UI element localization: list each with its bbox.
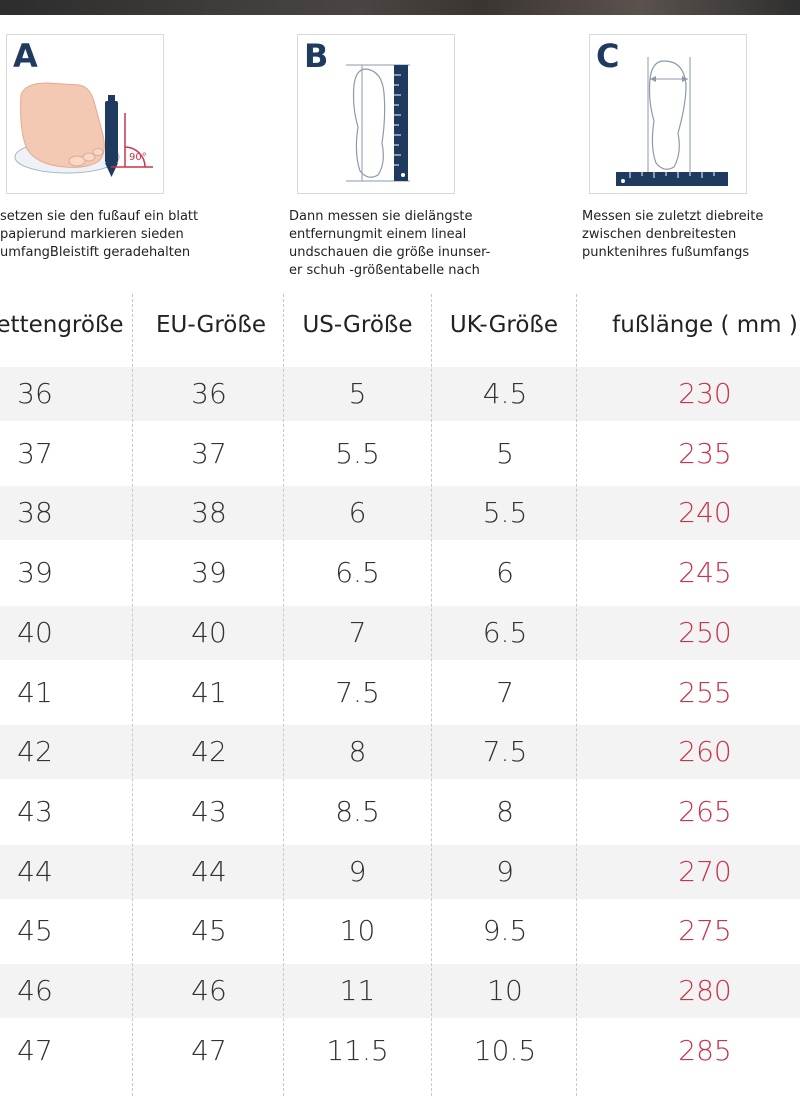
size-table: 36 36 5 4.5 230 37 37 5.5 5 235 38 38 6 5.5 240 39 39 6.5… [0,294,800,1096]
table-row: 38 38 6 5.5 240 [0,486,800,541]
cell-eu-size: 40 [191,615,227,649]
width-ruler-icon [616,57,728,186]
table-row: 43 43 8.5 8 265 [0,785,800,839]
column-divider [431,294,432,1096]
cell-label-size: 46 [17,974,53,1007]
cell-eu-size: 36 [191,377,227,410]
cell-eu-size: 38 [191,496,227,530]
header-photo-strip [0,0,800,15]
cell-eu-size: 45 [191,914,227,948]
cell-uk-size: 5.5 [482,496,528,530]
step-c-description: Messen sie zuletzt diebreite zwischen de… [582,209,764,260]
column-divider [283,294,284,1096]
cell-foot-length: 255 [678,675,732,709]
cell-foot-length: 275 [678,914,732,948]
foot-tracing-icon [14,82,153,177]
cell-label-size: 44 [17,854,53,888]
cell-us-size: 6.5 [335,556,380,590]
cell-label-size: 39 [17,556,53,590]
cell-label-size: 45 [17,914,53,948]
cell-us-size: 9 [348,854,367,888]
cell-label-size: 38 [17,496,53,530]
cell-label-size: 40 [17,615,53,649]
cell-label-size: 43 [17,794,53,828]
column-divider [576,294,577,1096]
table-row: 42 42 8 7.5 260 [0,725,800,780]
table-row: 39 39 6.5 6 245 [0,546,800,600]
cell-us-size: 5.5 [335,436,380,470]
cell-us-size: 8.5 [335,794,380,828]
cell-label-size: 47 [17,1033,53,1067]
header-eu-size: EU-Größe [156,312,266,338]
length-ruler-icon [346,64,410,182]
cell-us-size: 8 [348,735,367,769]
table-row: 46 46 11 10 280 [0,964,800,1018]
step-c-illustration: C [589,34,747,194]
cell-eu-size: 41 [191,675,227,709]
step-b-description: Dann messen sie dielängste entfernungmit… [289,209,491,278]
step-a-illustration: A 90° [6,34,164,194]
cell-eu-size: 46 [191,974,227,1007]
column-divider [132,294,133,1096]
table-row: 45 45 10 9.5 275 [0,904,800,958]
table-row: 41 41 7.5 7 255 [0,666,800,720]
cell-foot-length: 265 [678,794,732,828]
cell-uk-size: 8 [496,794,514,828]
cell-uk-size: 7 [496,675,514,709]
cell-uk-size: 9 [496,854,514,888]
cell-eu-size: 42 [191,735,227,769]
cell-eu-size: 39 [191,556,227,590]
cell-uk-size: 10 [487,974,523,1007]
header-label-size: ettengröße [0,312,124,338]
cell-foot-length: 285 [678,1033,732,1067]
cell-us-size: 7.5 [335,675,380,709]
angle-label: 90° [129,152,147,163]
cell-uk-size: 6 [496,556,514,590]
cell-label-size: 37 [17,436,53,470]
cell-foot-length: 280 [678,974,732,1007]
cell-label-size: 41 [17,675,53,709]
cell-uk-size: 5 [496,436,514,470]
cell-us-size: 7 [348,615,367,649]
cell-eu-size: 43 [191,794,227,828]
cell-foot-length: 230 [678,377,732,410]
cell-eu-size: 44 [191,854,227,888]
header-foot-length: fußlänge ( mm ) [612,312,798,338]
step-b-letter: B [304,37,329,75]
step-a-description: setzen sie den fußauf ein blatt papierun… [0,209,199,260]
step-a-letter: A [13,37,38,75]
cell-eu-size: 37 [191,436,227,470]
cell-foot-length: 250 [678,615,732,649]
cell-us-size: 6 [348,496,367,530]
cell-label-size: 42 [17,735,53,769]
cell-foot-length: 240 [678,496,732,530]
step-b-illustration: B [297,34,455,194]
table-row: 36 36 5 4.5 230 [0,367,800,421]
cell-uk-size: 10.5 [473,1033,537,1067]
cell-uk-size: 7.5 [482,735,528,769]
cell-uk-size: 6.5 [482,615,528,649]
table-row: 37 37 5.5 5 235 [0,427,800,481]
cell-foot-length: 235 [678,436,732,470]
cell-uk-size: 9.5 [482,914,528,948]
step-c-letter: C [596,37,620,75]
header-uk-size: UK-Größe [449,312,559,338]
cell-us-size: 10 [339,914,376,948]
cell-us-size: 11 [339,974,376,1007]
cell-uk-size: 4.5 [482,377,528,410]
table-row: 44 44 9 9 270 [0,844,800,899]
cell-foot-length: 260 [678,735,732,769]
cell-us-size: 5 [348,377,367,410]
cell-label-size: 36 [17,377,53,410]
table-row: 47 47 11.5 10.5 285 [0,1024,800,1078]
header-us-size: US-Größe [302,312,413,338]
table-row: 40 40 7 6.5 250 [0,605,800,660]
cell-eu-size: 47 [191,1033,227,1067]
cell-foot-length: 270 [678,854,732,888]
cell-foot-length: 245 [678,556,732,590]
cell-us-size: 11.5 [326,1033,389,1067]
